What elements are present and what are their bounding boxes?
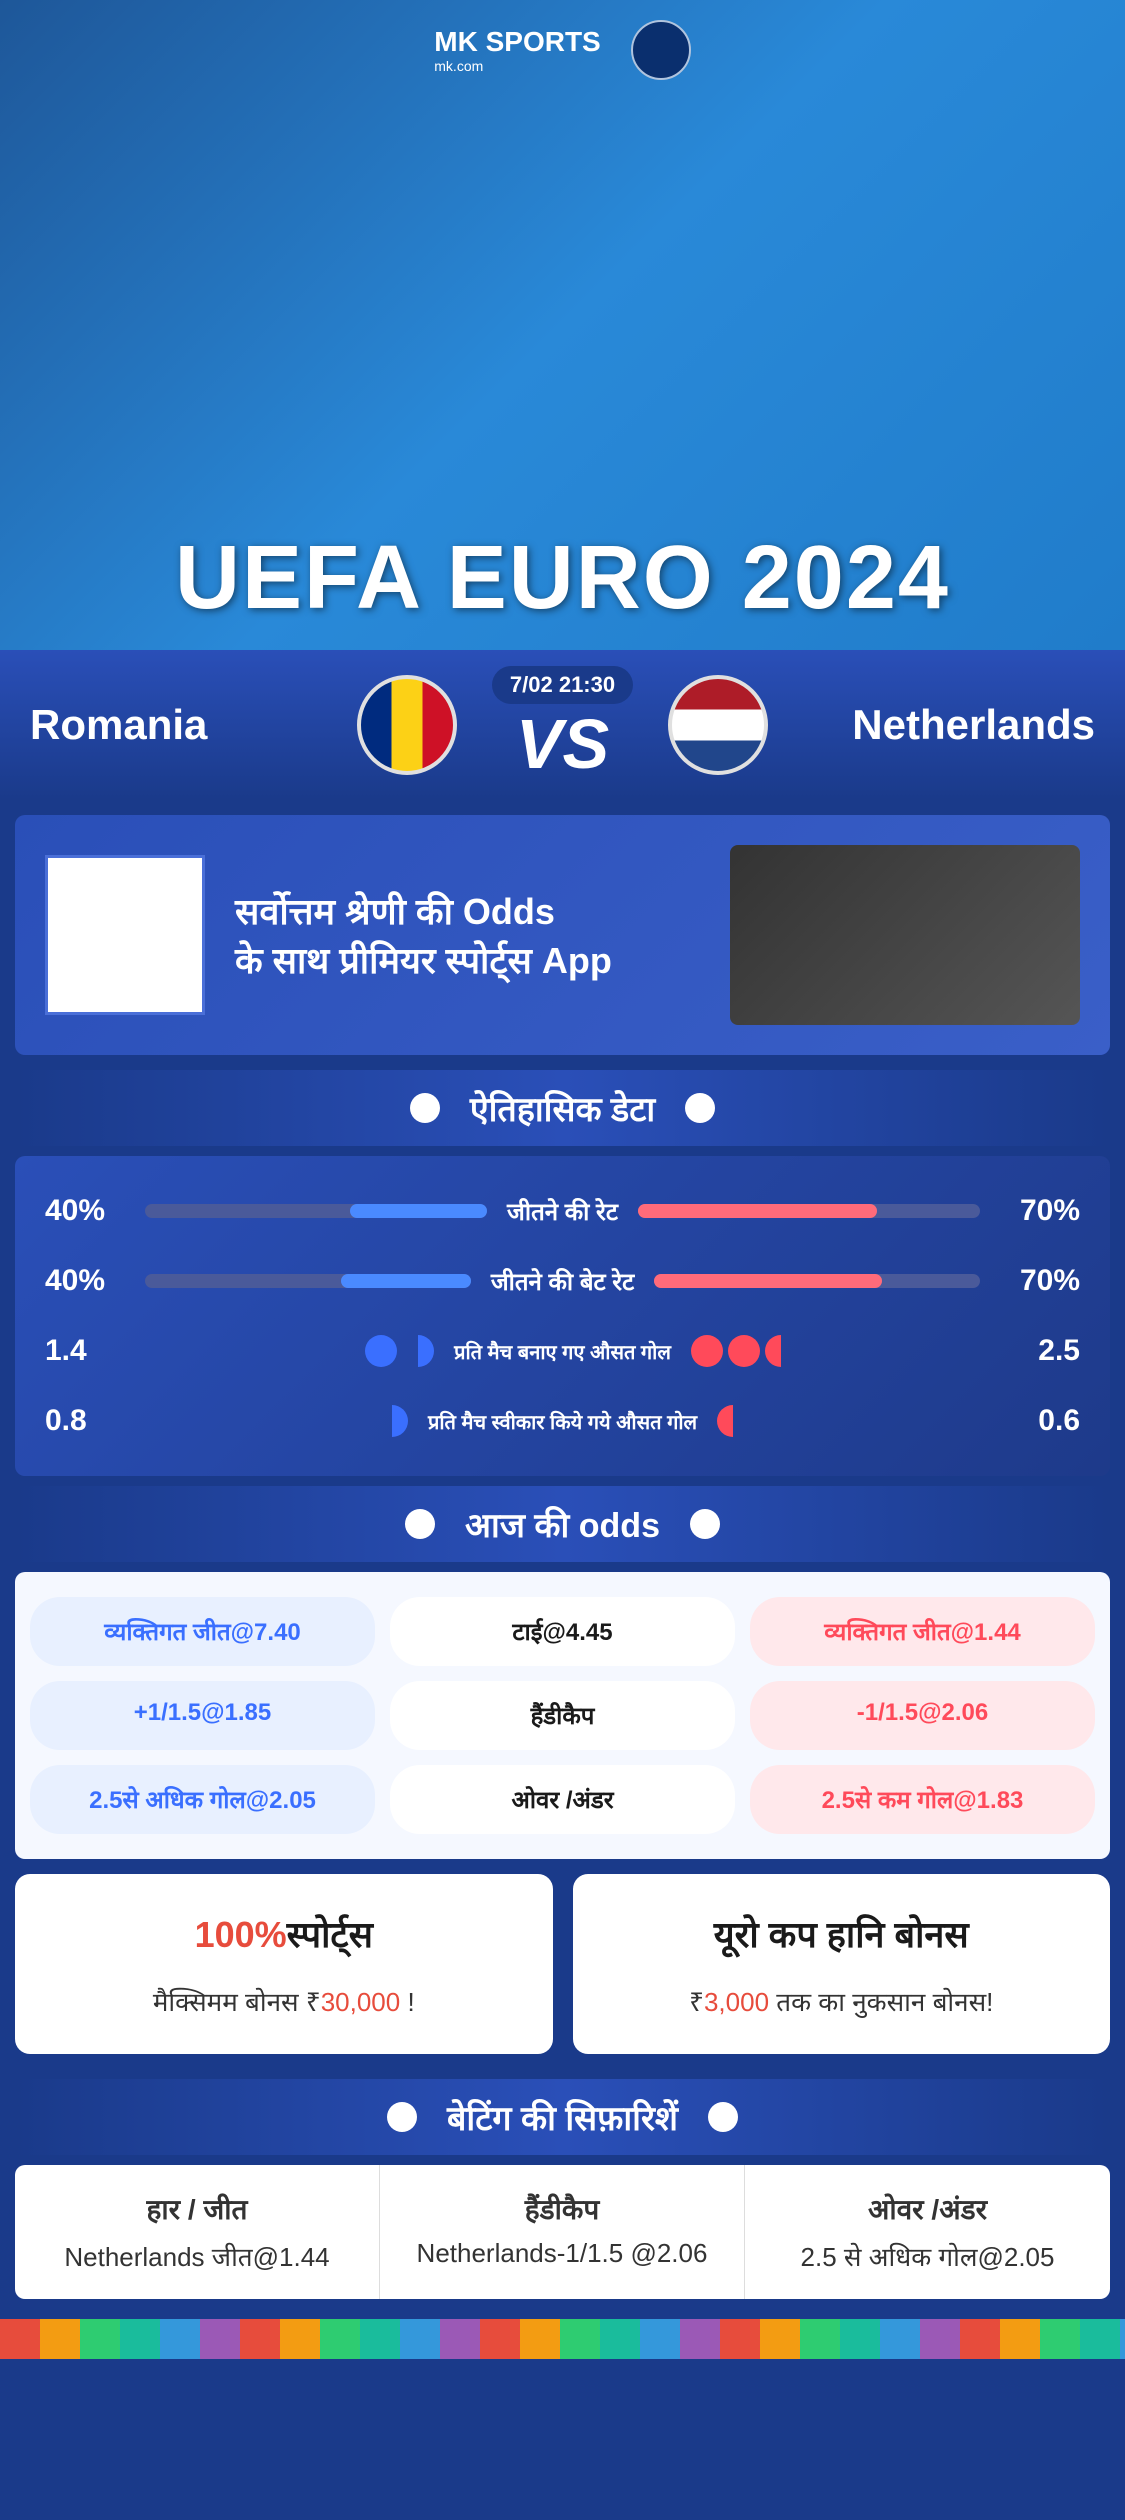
bonus-title: 100%स्पोर्ट्स [50,1909,518,1958]
section-header-recommendations: बेटिंग की सिफ़ारिशें [15,2079,1110,2155]
promo-text: सर्वोत्तम श्रेणी की Odds के साथ प्रीमियर… [235,886,700,984]
ball-icon [410,1093,440,1123]
recommendations-grid: हार / जीत Netherlands जीत@1.44 हैंडीकैप … [15,2165,1110,2299]
bonus-row: 100%स्पोर्ट्स मैक्सिमम बोनस ₹30,000 ! यू… [0,1859,1125,2069]
hist-right-value: 2.5 [980,1334,1080,1368]
brand-tag: SPORTS [486,26,601,57]
goal-balls-right [691,1335,980,1367]
hist-right-bar [654,1274,980,1288]
odds-pill-center[interactable]: ओवर /अंडर [390,1765,735,1834]
bonus-card[interactable]: यूरो कप हानि बोनस ₹3,000 तक का नुकसान बो… [573,1874,1111,2054]
club-badge-icon [631,20,691,80]
hero-banner: MK SPORTS mk.com UEFA EURO 2024 [0,0,1125,650]
goal-ball-half-icon [402,1335,434,1367]
rec-value: Netherlands जीत@1.44 [40,2238,354,2274]
hist-right-value: 70% [980,1194,1080,1228]
bonus-card[interactable]: 100%स्पोर्ट्स मैक्सिमम बोनस ₹30,000 ! [15,1874,553,2054]
bonus-title: यूरो कप हानि बोनस [608,1909,1076,1958]
rec-label: ओवर /अंडर [770,2190,1085,2228]
footer-stripe [0,2319,1125,2359]
rec-value: 2.5 से अधिक गोल@2.05 [770,2238,1085,2274]
vs-block: 7/02 21:30 VS [492,666,633,784]
match-time: 7/02 21:30 [492,666,633,704]
hist-right-value: 70% [980,1264,1080,1298]
ball-icon [690,1509,720,1539]
hist-left-value: 40% [45,1264,145,1298]
hist-right-value: 0.6 [980,1404,1080,1438]
goal-ball-icon [728,1335,760,1367]
section-header-historical: ऐतिहासिक डेटा [15,1070,1110,1146]
hist-left-value: 0.8 [45,1404,145,1438]
historical-row: 40% जीतने की बेट रेट 70% [45,1246,1080,1316]
rec-label: हार / जीत [40,2190,354,2228]
promo-line1: सर्वोत्तम श्रेणी की Odds [235,886,700,935]
ball-icon [387,2102,417,2132]
promo-line2: के साथ प्रीमियर स्पोर्ट्स App [235,935,700,984]
hero-title: UEFA EURO 2024 [0,527,1125,650]
rec-label: हैंडीकैप [405,2190,719,2228]
flag-netherlands-icon [668,675,768,775]
goal-ball-half-icon [376,1405,408,1437]
bonus-subtitle: मैक्सिमम बोनस ₹30,000 ! [50,1983,518,2019]
goal-ball-half-icon [717,1405,749,1437]
hist-label: जीतने की रेट [507,1195,618,1228]
recommendation-cell[interactable]: हैंडीकैप Netherlands-1/1.5 @2.06 [380,2165,745,2299]
odds-pill-center[interactable]: टाई@4.45 [390,1597,735,1666]
hist-label: प्रति मैच बनाए गए औसत गोल [454,1338,671,1365]
brand-logo: MK SPORTS mk.com [434,26,600,74]
odds-pill-left[interactable]: 2.5से अधिक गोल@2.05 [30,1765,375,1834]
hist-left-value: 40% [45,1194,145,1228]
ball-icon [708,2102,738,2132]
goal-ball-half-icon [765,1335,797,1367]
historical-row: 0.8 प्रति मैच स्वीकार किये गये औसत गोल 0… [45,1386,1080,1456]
vs-text: VS [516,704,609,784]
odds-pill-left[interactable]: व्यक्तिगत जीत@7.40 [30,1597,375,1666]
hist-left-value: 1.4 [45,1334,145,1368]
odds-panel: व्यक्तिगत जीत@7.40 टाई@4.45 व्यक्तिगत जी… [15,1572,1110,1859]
goal-balls-left [145,1335,434,1367]
recommendation-cell[interactable]: हार / जीत Netherlands जीत@1.44 [15,2165,380,2299]
team1-name: Romania [30,701,342,749]
flag-romania-icon [357,675,457,775]
bonus-subtitle: ₹3,000 तक का नुकसान बोनस! [608,1983,1076,2019]
historical-panel: 40% जीतने की रेट 70% 40% जीतने की बेट रे… [15,1156,1110,1476]
qr-code-icon[interactable] [45,855,205,1015]
historical-row: 40% जीतने की रेट 70% [45,1176,1080,1246]
team2-name: Netherlands [783,701,1095,749]
odds-pill-center[interactable]: हैंडीकैप [390,1681,735,1750]
brand-bar: MK SPORTS mk.com [0,0,1125,100]
hist-right-bar [638,1204,980,1218]
odds-pill-right[interactable]: व्यक्तिगत जीत@1.44 [750,1597,1095,1666]
odds-pill-left[interactable]: +1/1.5@1.85 [30,1681,375,1750]
match-bar: Romania 7/02 21:30 VS Netherlands [0,650,1125,800]
hist-label: जीतने की बेट रेट [491,1265,634,1298]
brand-sub: mk.com [434,58,600,74]
brand-name: MK [434,26,478,57]
rec-value: Netherlands-1/1.5 @2.06 [405,2238,719,2269]
goal-balls-right [717,1405,980,1437]
odds-pill-right[interactable]: -1/1.5@2.06 [750,1681,1095,1750]
hist-left-bar [145,1204,487,1218]
ball-icon [405,1509,435,1539]
section-title-odds: आज की odds [465,1501,660,1547]
promo-banner[interactable]: सर्वोत्तम श्रेणी की Odds के साथ प्रीमियर… [15,815,1110,1055]
hist-left-bar [145,1274,471,1288]
goal-ball-icon [691,1335,723,1367]
section-title-historical: ऐतिहासिक डेटा [470,1085,655,1131]
hist-label: प्रति मैच स्वीकार किये गये औसत गोल [428,1408,697,1435]
section-title-recs: बेटिंग की सिफ़ारिशें [447,2094,678,2140]
phone-mockup-icon [730,845,1080,1025]
historical-row: 1.4 प्रति मैच बनाए गए औसत गोल 2.5 [45,1316,1080,1386]
recommendation-cell[interactable]: ओवर /अंडर 2.5 से अधिक गोल@2.05 [745,2165,1110,2299]
ball-icon [685,1093,715,1123]
odds-pill-right[interactable]: 2.5से कम गोल@1.83 [750,1765,1095,1834]
goal-ball-icon [365,1335,397,1367]
goal-balls-left [145,1405,408,1437]
section-header-odds: आज की odds [15,1486,1110,1562]
